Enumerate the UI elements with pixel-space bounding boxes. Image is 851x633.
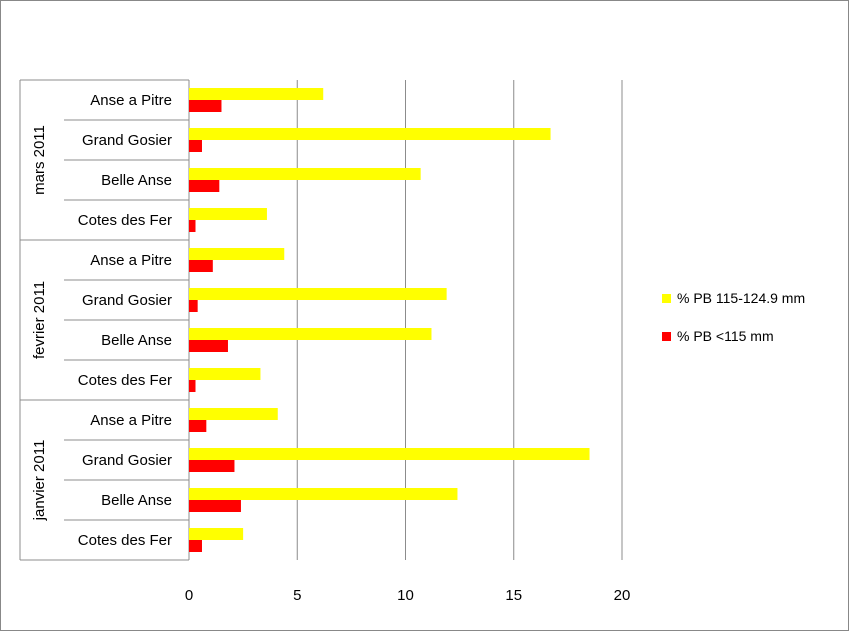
bar-red [189, 140, 202, 152]
x-tick-label: 5 [293, 587, 301, 604]
bar-red [189, 540, 202, 552]
category-label: Grand Gosier [82, 132, 172, 149]
bar-red [189, 300, 198, 312]
bar-yellow [189, 288, 447, 300]
group-label: janvier 2011 [31, 440, 48, 522]
category-label: Grand Gosier [82, 292, 172, 309]
category-label: Anse a Pitre [90, 252, 172, 269]
bar-red [189, 220, 196, 232]
category-label: Cotes des Fer [78, 372, 172, 389]
category-label: Grand Gosier [82, 452, 172, 469]
bar-yellow [189, 408, 278, 420]
legend-item-red: % PB <115 mm [662, 326, 805, 346]
bar-red [189, 260, 213, 272]
bar-yellow [189, 528, 244, 540]
x-tick-label: 20 [614, 587, 631, 604]
bar-yellow [189, 448, 590, 460]
bar-red [189, 380, 196, 392]
legend: % PB 115-124.9 mm % PB <115 mm [662, 288, 805, 364]
legend-item-yellow: % PB 115-124.9 mm [662, 288, 805, 308]
category-label: Belle Anse [101, 492, 172, 509]
category-label: Belle Anse [101, 332, 172, 349]
legend-swatch-red [662, 331, 671, 341]
bar-red [189, 420, 207, 432]
category-label: Cotes des Fer [78, 532, 172, 549]
bar-yellow [189, 248, 285, 260]
category-label: Anse a Pitre [90, 92, 172, 109]
category-label: Cotes des Fer [78, 212, 172, 229]
bar-red [189, 100, 222, 112]
legend-swatch-yellow [662, 293, 671, 303]
x-tick-label: 15 [505, 587, 522, 604]
bar-red [189, 500, 241, 512]
bar-yellow [189, 168, 421, 180]
legend-label-red: % PB <115 mm [677, 328, 774, 344]
group-label: fevrier 2011 [31, 281, 48, 359]
legend-label-yellow: % PB 115-124.9 mm [677, 290, 806, 306]
bar-yellow [189, 128, 551, 140]
bar-yellow [189, 208, 267, 220]
x-tick-label: 0 [185, 587, 193, 604]
bar-red [189, 180, 220, 192]
group-label: mars 2011 [31, 125, 48, 195]
bar-red [189, 340, 228, 352]
bar-yellow [189, 88, 324, 100]
bar-yellow [189, 328, 432, 340]
x-tick-label: 10 [397, 587, 414, 604]
category-label: Belle Anse [101, 172, 172, 189]
bar-yellow [189, 488, 458, 500]
bar-yellow [189, 368, 261, 380]
category-label: Anse a Pitre [90, 412, 172, 429]
bar-red [189, 460, 235, 472]
